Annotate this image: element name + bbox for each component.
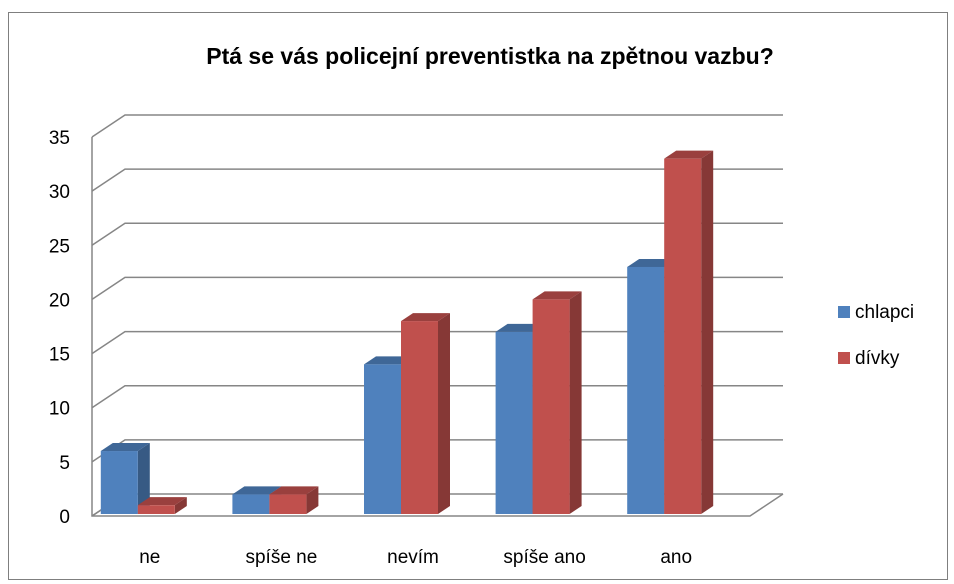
bar-group [401,313,450,514]
y-tick-label: 35 [49,128,70,149]
bar-side [174,497,187,514]
y-tick-label: 15 [49,345,70,366]
bar [137,505,175,514]
bar-group [100,443,150,514]
bar [401,321,438,514]
bar [532,299,570,514]
x-tick-label: nevím [387,547,439,568]
bar-top [100,443,150,452]
x-tick-label: ano [660,547,692,568]
legend-label: chlapci [855,302,914,323]
bar-top [401,313,450,322]
bar [495,331,533,514]
bar-top [627,258,677,267]
bar [627,266,665,514]
legend-swatch [838,306,850,318]
legend-swatch [838,352,850,364]
grid-line [91,276,783,301]
bar-top [269,486,319,495]
bar-side [306,486,319,514]
bar [232,494,270,514]
y-tick-label: 25 [49,236,70,257]
y-tick-label: 5 [59,453,70,474]
bar-group [532,291,582,514]
x-tick-label: spíše ne [245,547,317,568]
bar-side [438,313,450,514]
legend-label: dívky [855,348,900,369]
x-tick-label: ne [139,547,160,568]
bar-top [232,486,282,495]
y-tick-label: 30 [49,182,70,203]
grid-line [91,168,783,192]
y-tick-label: 10 [49,399,70,420]
bar-top [364,356,413,365]
x-tick-label: spíše ano [503,547,585,568]
y-tick-label: 0 [59,507,70,528]
bar-top [137,497,187,506]
bar-top [532,291,582,300]
bar [664,158,702,514]
axis-wall [91,137,784,517]
bar [269,494,307,514]
y-tick-label: 20 [49,290,70,311]
bar-side [569,291,582,514]
grid-line [91,114,783,138]
bar-side [137,443,150,514]
grid-line [91,222,783,246]
bar-group [664,150,714,514]
bar [100,451,138,514]
bar-top [664,150,714,159]
bar-group [269,486,319,514]
bar-top [495,323,545,332]
bar-group [137,497,187,514]
chart-title: Ptá se vás policejní preventistka na zpě… [206,43,774,69]
bar-side [701,150,714,514]
chart-border [8,12,948,580]
bar [364,364,401,514]
